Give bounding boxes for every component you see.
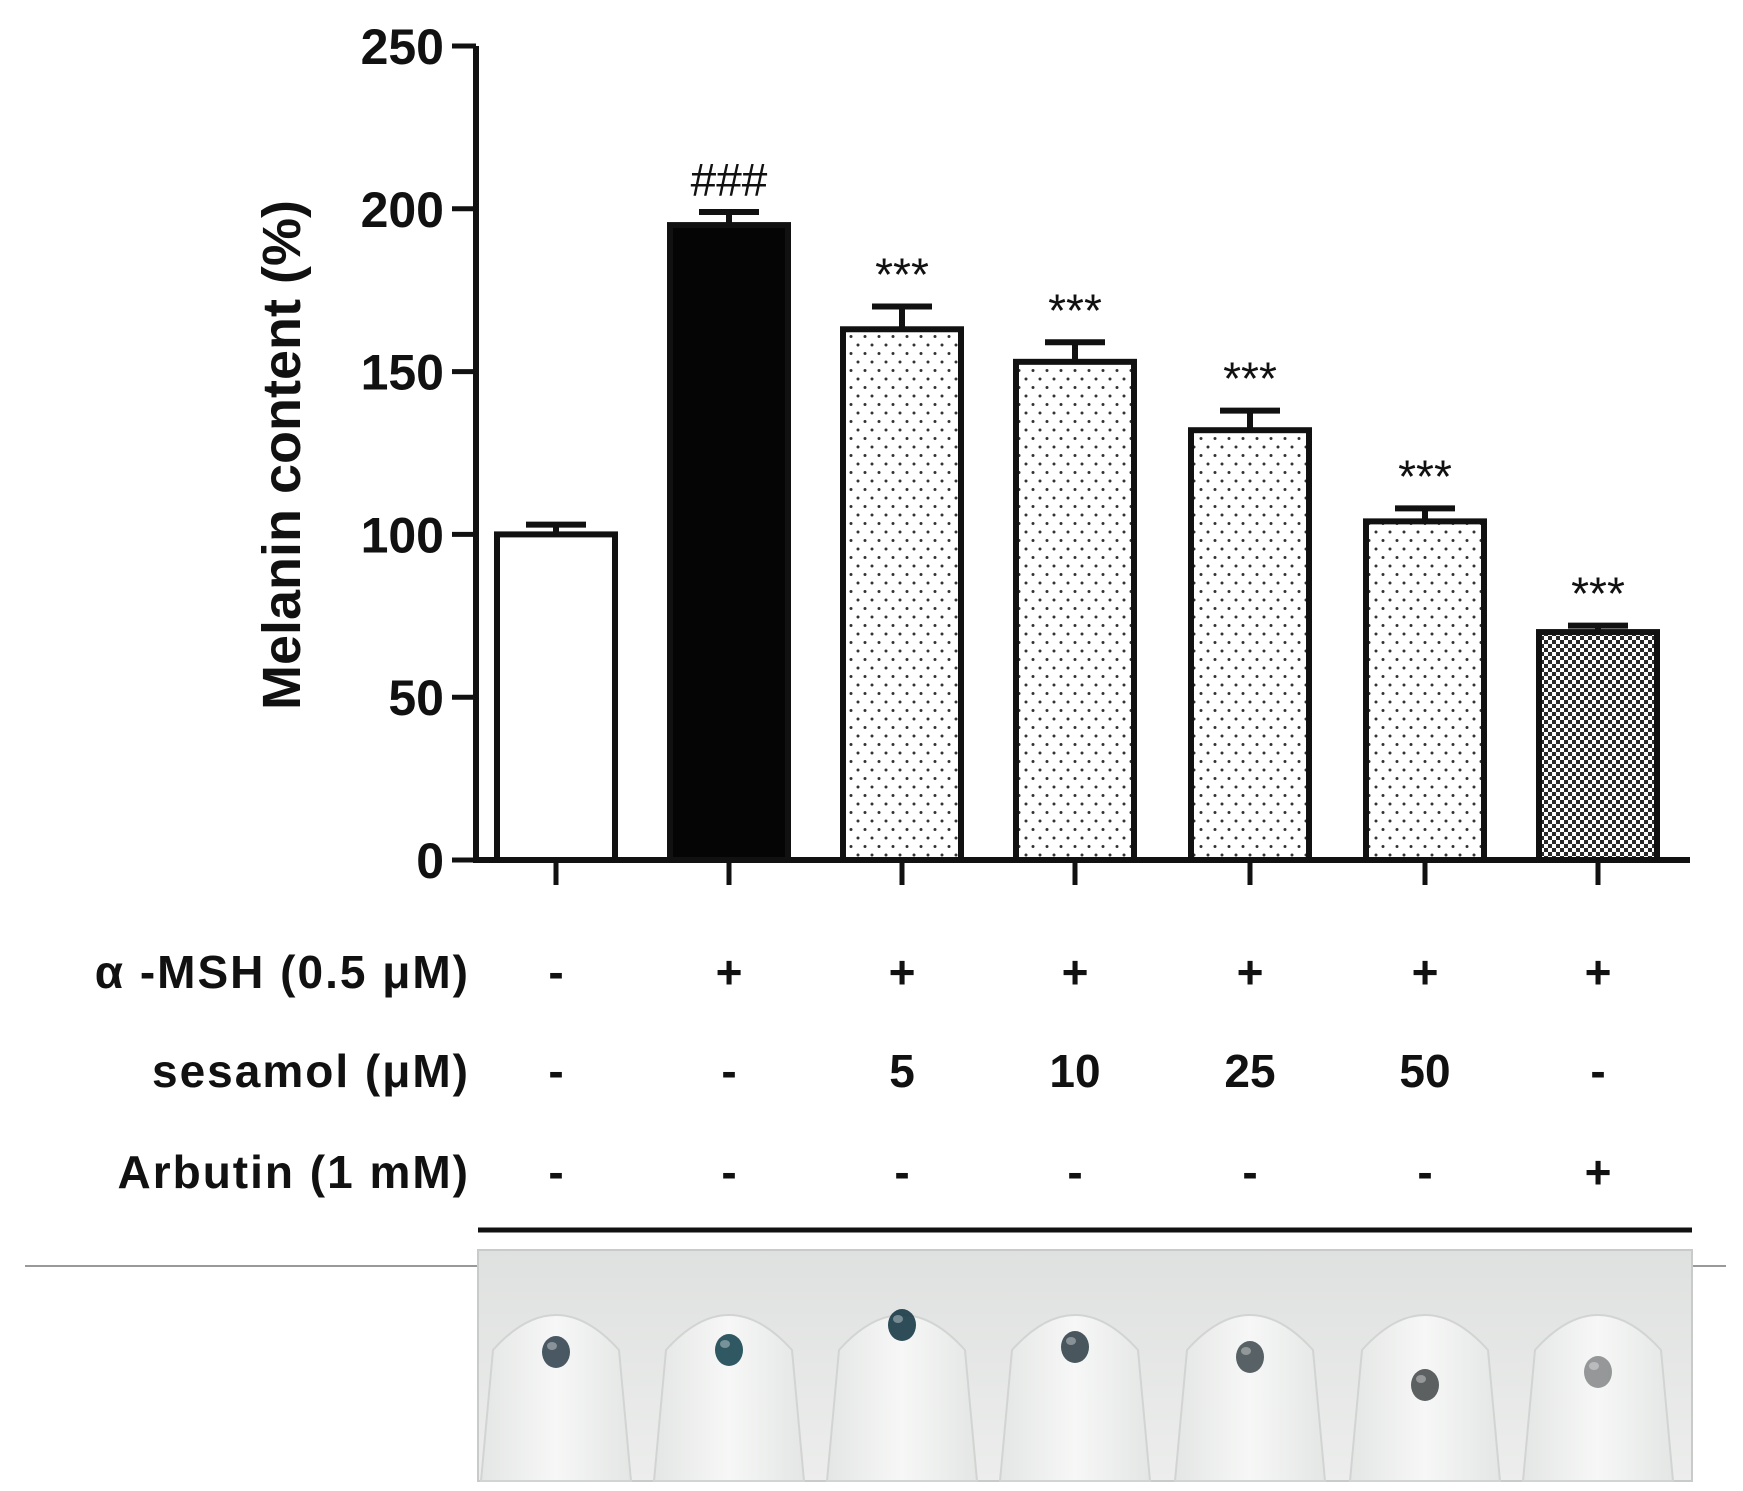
treatment-value: - <box>1242 1146 1257 1198</box>
pellet-highlight <box>893 1315 903 1323</box>
y-tick-label: 50 <box>388 670 444 726</box>
pellet-highlight <box>1066 1337 1076 1345</box>
y-tick-label: 0 <box>416 833 444 889</box>
treatment-value: - <box>721 1045 736 1097</box>
bars <box>494 222 1660 864</box>
x-axis-ticks <box>553 860 1601 885</box>
treatment-value: 50 <box>1399 1045 1450 1097</box>
pellet <box>888 1309 916 1341</box>
significance-label: *** <box>1048 284 1102 336</box>
treatment-value: - <box>1590 1045 1605 1097</box>
treatment-row-label: sesamol (μM) <box>152 1045 470 1097</box>
significance-annotations: ### *** *** *** *** *** <box>691 154 1625 620</box>
treatment-value: + <box>1585 1146 1612 1198</box>
pellet <box>1236 1341 1264 1373</box>
treatment-value: + <box>716 946 743 998</box>
treatment-row-label: α -MSH (0.5 μM) <box>95 946 470 998</box>
treatment-value: - <box>1417 1146 1432 1198</box>
treatment-value: 5 <box>889 1045 915 1097</box>
y-tick-label: 100 <box>361 507 444 563</box>
y-tick-label: 150 <box>361 345 444 401</box>
tube-pellets <box>479 1309 1675 1482</box>
treatment-value: - <box>548 1045 563 1097</box>
treatment-row-label: Arbutin (1 mM) <box>117 1146 470 1198</box>
treatment-value: + <box>1062 946 1089 998</box>
error-bars <box>526 209 1628 633</box>
pellet <box>542 1336 570 1368</box>
tube <box>1521 1314 1675 1482</box>
significance-label: *** <box>1398 450 1452 502</box>
significance-label: ### <box>691 154 768 206</box>
pellet-highlight <box>1241 1347 1251 1355</box>
tube <box>1173 1314 1327 1482</box>
significance-label: *** <box>875 248 929 300</box>
treatment-table: α -MSH (0.5 μM) - + + + + + + sesamol (μM) - - 5 10 2… <box>95 946 1612 1198</box>
y-axis-label: Melanin content (%) <box>252 200 312 710</box>
tube <box>998 1314 1152 1482</box>
pellet <box>1061 1331 1089 1363</box>
pellet <box>715 1334 743 1366</box>
bar <box>494 531 618 864</box>
y-tick-label: 200 <box>361 182 444 238</box>
bar <box>1188 427 1312 863</box>
bar <box>667 222 791 863</box>
treatment-value: 10 <box>1049 1045 1100 1097</box>
treatment-value: + <box>1585 946 1612 998</box>
treatment-value: + <box>1412 946 1439 998</box>
treatment-value: - <box>548 946 563 998</box>
treatment-value: 25 <box>1224 1045 1275 1097</box>
treatment-value: - <box>894 1146 909 1198</box>
bar <box>1536 629 1660 864</box>
bar <box>1013 358 1137 863</box>
pellet-highlight <box>547 1342 557 1350</box>
tube <box>652 1314 806 1482</box>
pellet-highlight <box>720 1340 730 1348</box>
treatment-value: - <box>1067 1146 1082 1198</box>
bar <box>840 326 964 864</box>
pellet-highlight <box>1589 1362 1599 1370</box>
treatment-value: - <box>721 1146 736 1198</box>
significance-label: *** <box>1223 353 1277 405</box>
treatment-value: + <box>889 946 916 998</box>
pellet <box>1584 1356 1612 1388</box>
treatment-value: + <box>1237 946 1264 998</box>
significance-label: *** <box>1571 568 1625 620</box>
y-tick-label: 250 <box>361 19 444 75</box>
tube <box>479 1314 633 1482</box>
y-axis-ticks: 0 50 100 150 200 250 <box>361 19 476 889</box>
bar <box>1363 518 1487 863</box>
treatment-value: - <box>548 1146 563 1198</box>
pellet-highlight <box>1416 1375 1426 1383</box>
pellet <box>1411 1369 1439 1401</box>
